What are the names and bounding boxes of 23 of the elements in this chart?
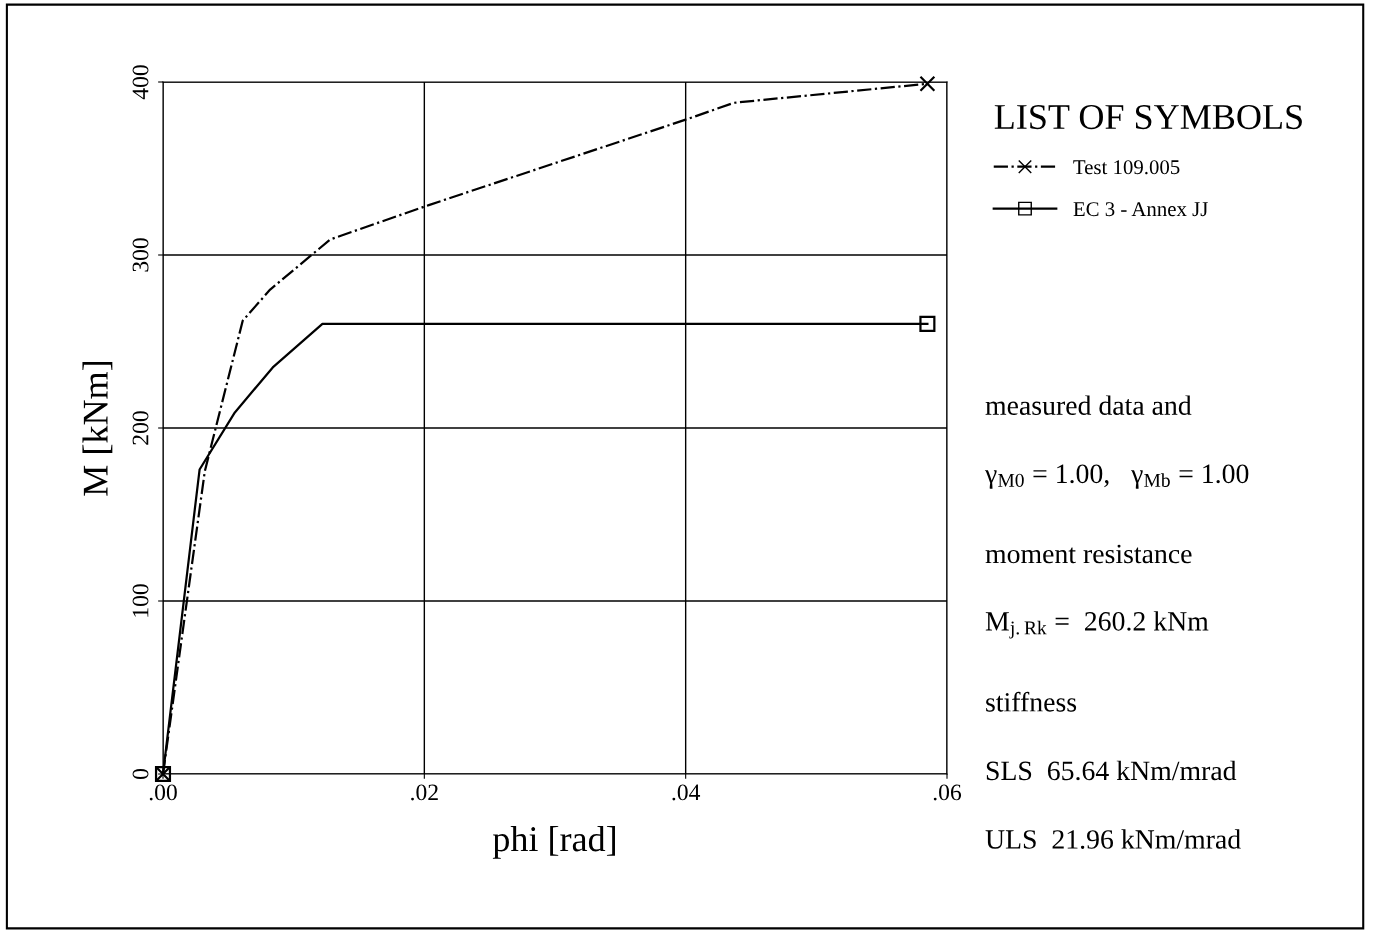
y-tick-label: 100 (132, 584, 149, 617)
x-tick-label: .06 (933, 784, 962, 801)
x-tick-label: .00 (149, 784, 177, 801)
text: measured data and (985, 395, 1192, 415)
point (919, 315, 936, 332)
y-tick-label: 400 (132, 65, 149, 100)
text: SLS 65.64 kNm/mrad (986, 760, 1237, 781)
x-axis-title: phi [rad] (492, 825, 615, 859)
legend-label: EC 3 - Annex JJ (1073, 202, 1208, 217)
y-axis-title: M [kNm] (82, 361, 113, 496)
text: ULS 21.96 kNm/mrad (985, 829, 1241, 849)
text: γ$_{M0}$ = 1.00, γ$_{Mb}$ = 1.00 (984, 464, 1249, 489)
text: stiffness (986, 691, 1077, 712)
legend-label: Test 109.005 (1073, 160, 1180, 175)
y-tick-label: 200 (132, 411, 149, 445)
x-tick-label: .04 (672, 784, 701, 801)
text: M$_{j.Rk}$ = 260.2 kNm (985, 611, 1209, 639)
legend-title: LIST OF SYMBOLS (994, 104, 1302, 130)
y-tick-label: 300 (132, 238, 149, 272)
point (919, 75, 936, 92)
y-tick-label: 0 (132, 769, 149, 779)
text: moment resistance (985, 544, 1192, 564)
x-tick-label: .02 (411, 784, 438, 801)
